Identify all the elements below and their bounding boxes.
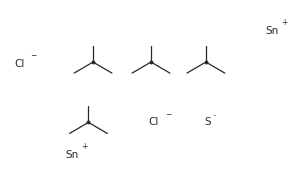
Text: +: + — [81, 142, 88, 151]
Text: −: − — [30, 51, 37, 60]
Text: Sn: Sn — [66, 150, 79, 160]
Text: S: S — [204, 117, 211, 126]
Text: ..: .. — [212, 109, 217, 118]
Text: Cl: Cl — [15, 59, 25, 69]
Text: Cl: Cl — [149, 117, 159, 127]
Text: +: + — [281, 18, 288, 27]
Text: Sn: Sn — [265, 26, 278, 36]
Text: −: − — [165, 110, 171, 119]
